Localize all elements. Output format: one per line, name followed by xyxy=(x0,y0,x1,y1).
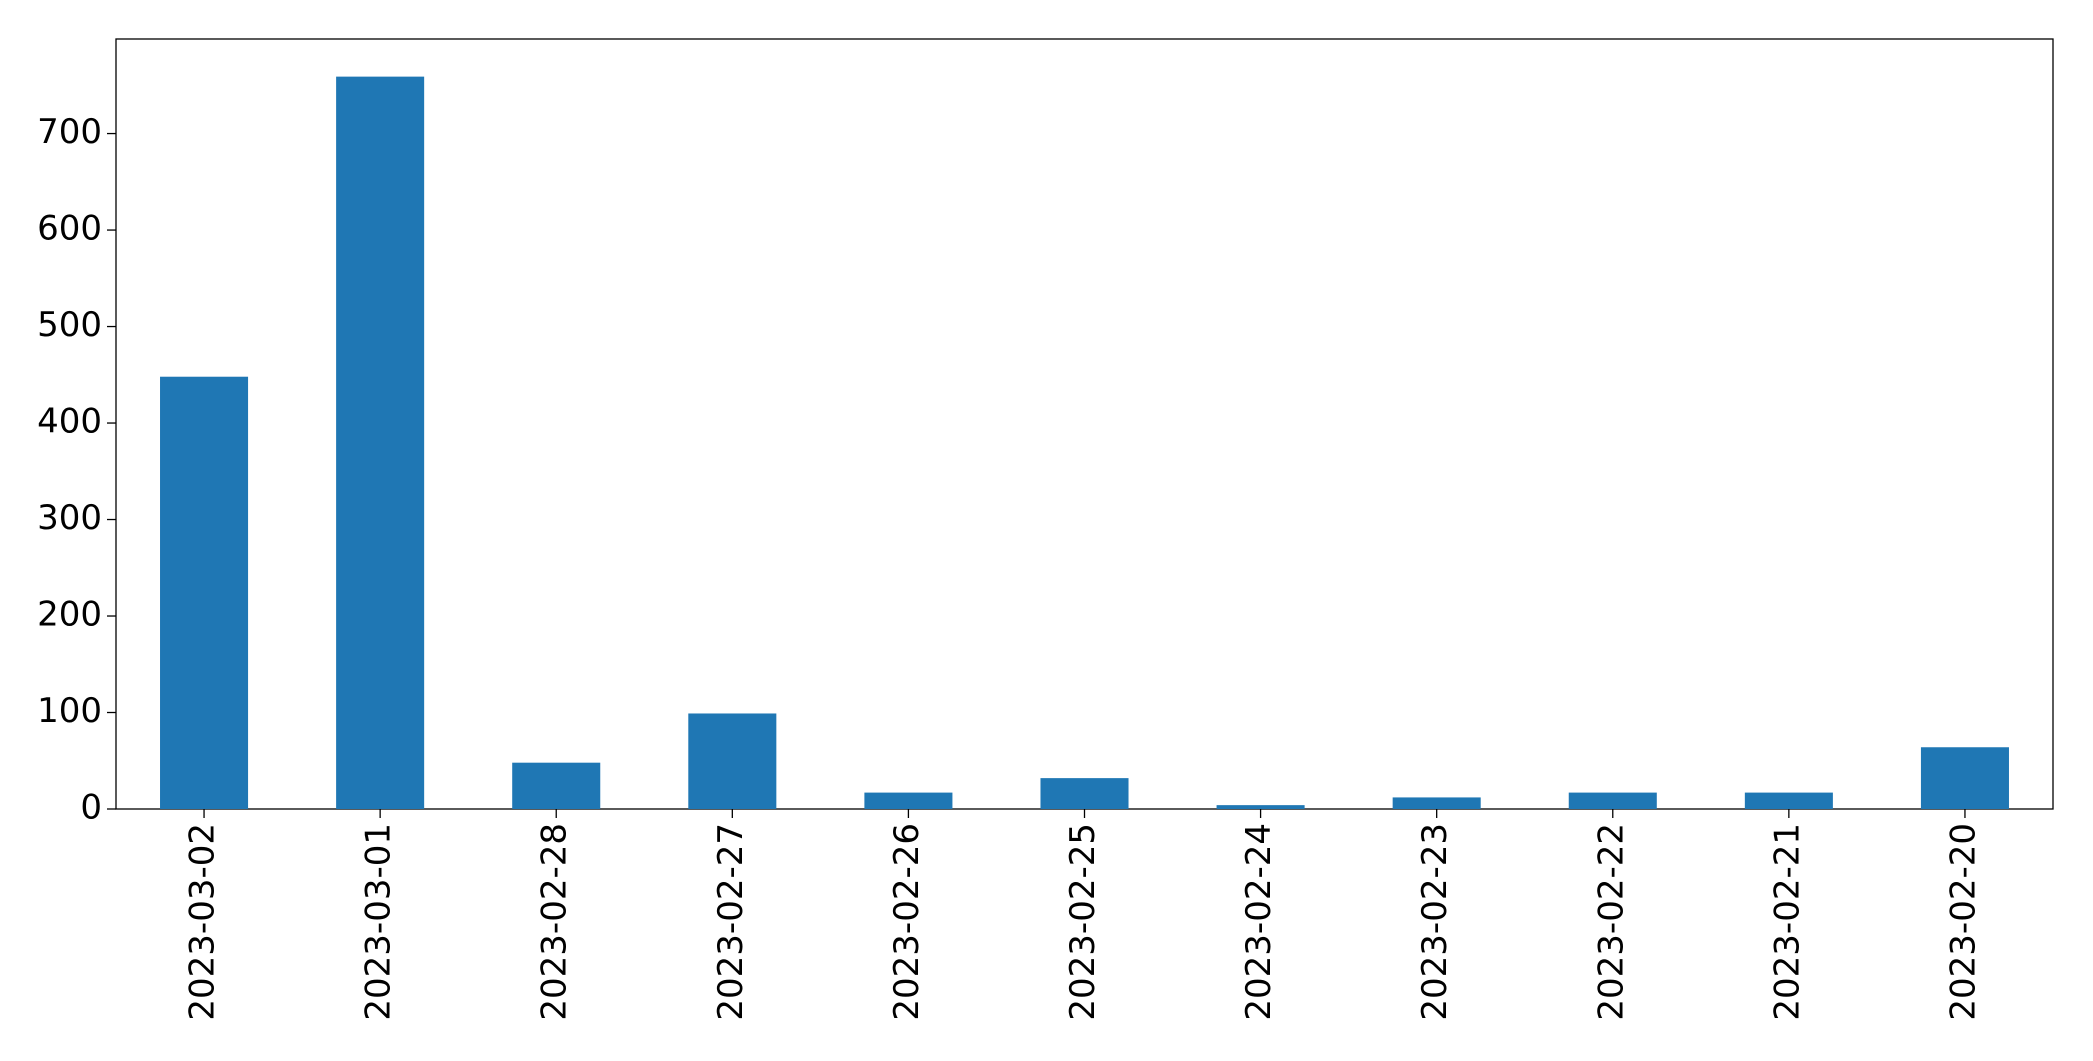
x-tick-label: 2023-02-25 xyxy=(1063,823,1103,1021)
bar xyxy=(1040,778,1129,809)
y-tick-label: 400 xyxy=(37,402,102,442)
y-tick-label: 200 xyxy=(37,595,102,635)
y-tick-label: 300 xyxy=(37,498,102,538)
y-tick-label: 500 xyxy=(37,305,102,345)
bar xyxy=(864,792,953,809)
bar xyxy=(1568,792,1657,809)
bar xyxy=(160,376,249,809)
bar xyxy=(512,762,601,809)
bar xyxy=(1744,792,1833,809)
bar xyxy=(336,76,425,809)
y-tick-label: 0 xyxy=(80,788,102,828)
x-tick-label: 2023-03-01 xyxy=(359,823,399,1021)
y-tick-label: 100 xyxy=(37,691,102,731)
x-tick-label: 2023-02-28 xyxy=(535,823,575,1021)
bar xyxy=(1392,797,1481,809)
bar xyxy=(1216,805,1305,809)
bar xyxy=(688,713,777,809)
x-tick-label: 2023-02-24 xyxy=(1239,823,1279,1021)
x-tick-label: 2023-02-22 xyxy=(1591,823,1631,1021)
x-tick-label: 2023-02-23 xyxy=(1415,823,1455,1021)
y-tick-label: 600 xyxy=(37,209,102,249)
x-tick-label: 2023-02-20 xyxy=(1943,823,1983,1021)
x-tick-label: 2023-02-21 xyxy=(1767,823,1807,1021)
y-tick-label: 700 xyxy=(37,112,102,152)
x-tick-label: 2023-02-27 xyxy=(711,823,751,1021)
x-tick-label: 2023-03-02 xyxy=(183,823,223,1021)
bar xyxy=(1920,747,2009,809)
x-tick-label: 2023-02-26 xyxy=(887,823,927,1021)
